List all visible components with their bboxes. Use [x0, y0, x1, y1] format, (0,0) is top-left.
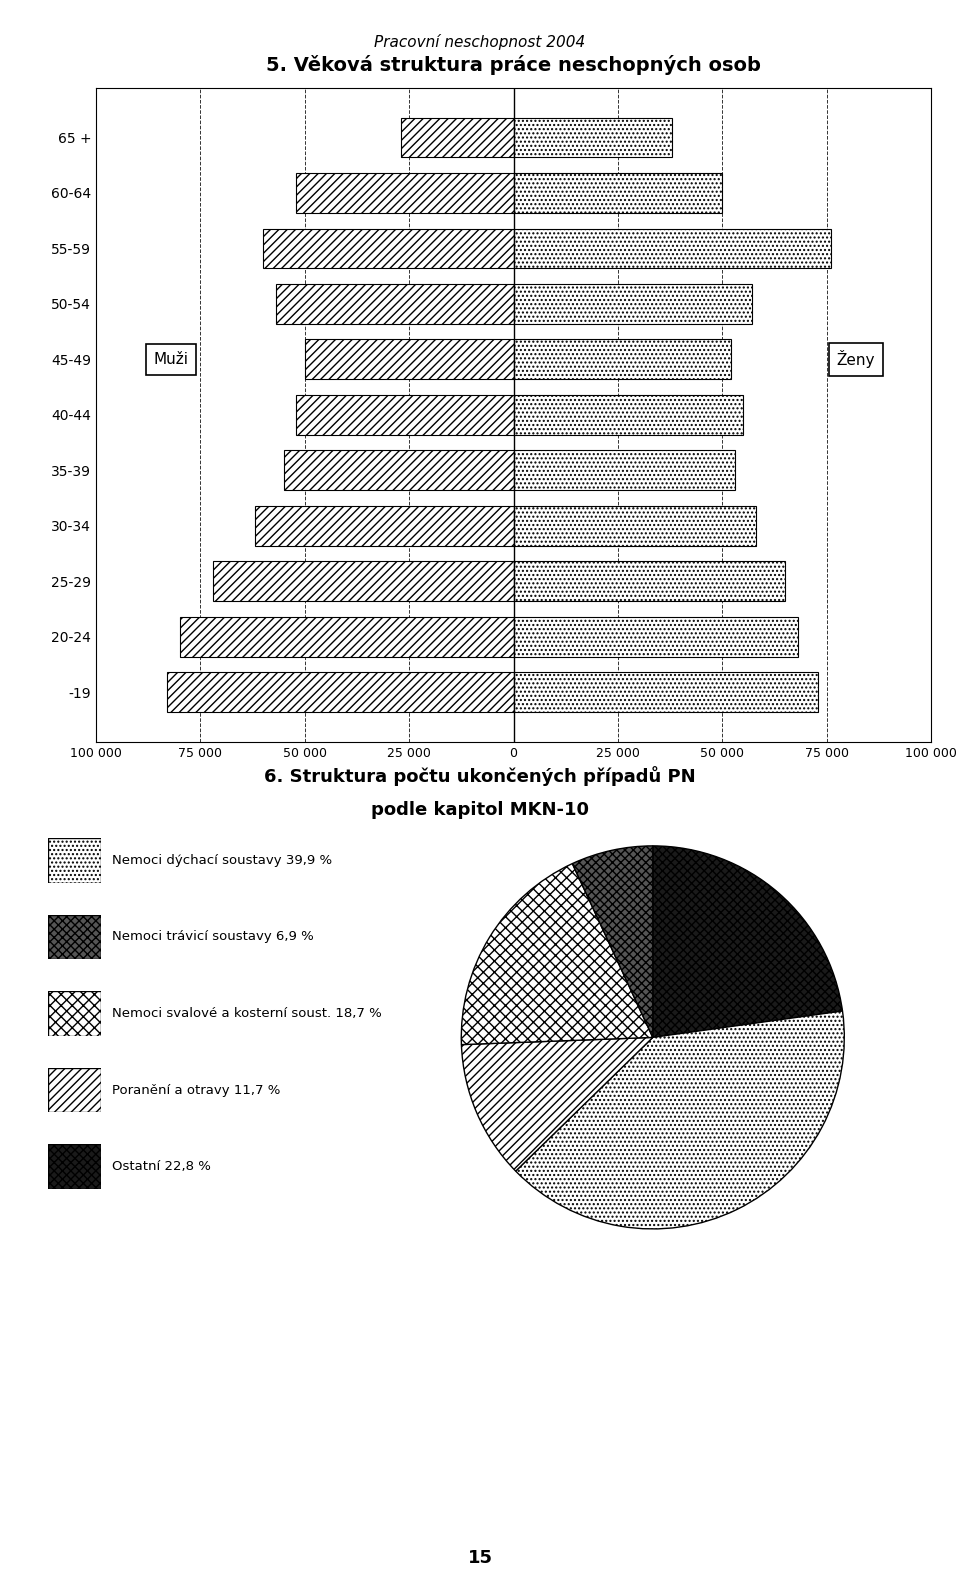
Text: Ženy: Ženy	[837, 351, 876, 369]
Text: Pracovní neschopnost 2004: Pracovní neschopnost 2004	[374, 34, 586, 49]
Bar	[514, 672, 819, 712]
Bar	[297, 394, 514, 436]
Text: Nemoci dýchací soustavy 39,9 %: Nemoci dýchací soustavy 39,9 %	[112, 854, 332, 867]
Text: Ostatní 22,8 %: Ostatní 22,8 %	[112, 1160, 211, 1173]
Text: Nemoci trávicí soustavy 6,9 %: Nemoci trávicí soustavy 6,9 %	[112, 930, 314, 943]
Bar	[514, 618, 798, 658]
Wedge shape	[516, 1010, 844, 1229]
Wedge shape	[572, 846, 653, 1037]
Bar	[401, 118, 514, 158]
Bar	[514, 562, 785, 602]
Wedge shape	[462, 1037, 653, 1171]
Text: 15: 15	[468, 1550, 492, 1567]
Text: Nemoci svalové a kosterní soust. 18,7 %: Nemoci svalové a kosterní soust. 18,7 %	[112, 1007, 382, 1020]
Bar	[167, 672, 514, 712]
Bar	[263, 228, 514, 268]
Bar	[514, 340, 731, 380]
Title: 5. Věková struktura práce neschopných osob: 5. Věková struktura práce neschopných os…	[266, 56, 761, 75]
Bar	[514, 394, 743, 436]
Bar	[514, 506, 756, 546]
Bar	[304, 340, 514, 380]
Bar	[297, 172, 514, 212]
Bar	[213, 562, 514, 602]
Bar	[514, 172, 722, 212]
Bar	[514, 284, 752, 324]
Text: Muži: Muži	[154, 353, 189, 367]
Bar	[276, 284, 514, 324]
Text: 6. Struktura počtu ukončených případů PN: 6. Struktura počtu ukončených případů PN	[264, 766, 696, 787]
Text: podle kapitol MKN-10: podle kapitol MKN-10	[371, 801, 589, 819]
Wedge shape	[653, 846, 843, 1037]
Bar	[514, 228, 831, 268]
Bar	[514, 450, 735, 490]
Bar	[254, 506, 514, 546]
Text: Poranění a otravy 11,7 %: Poranění a otravy 11,7 %	[112, 1084, 280, 1096]
Bar	[180, 618, 514, 658]
Bar	[284, 450, 514, 490]
Bar	[514, 118, 672, 158]
Wedge shape	[462, 863, 653, 1045]
